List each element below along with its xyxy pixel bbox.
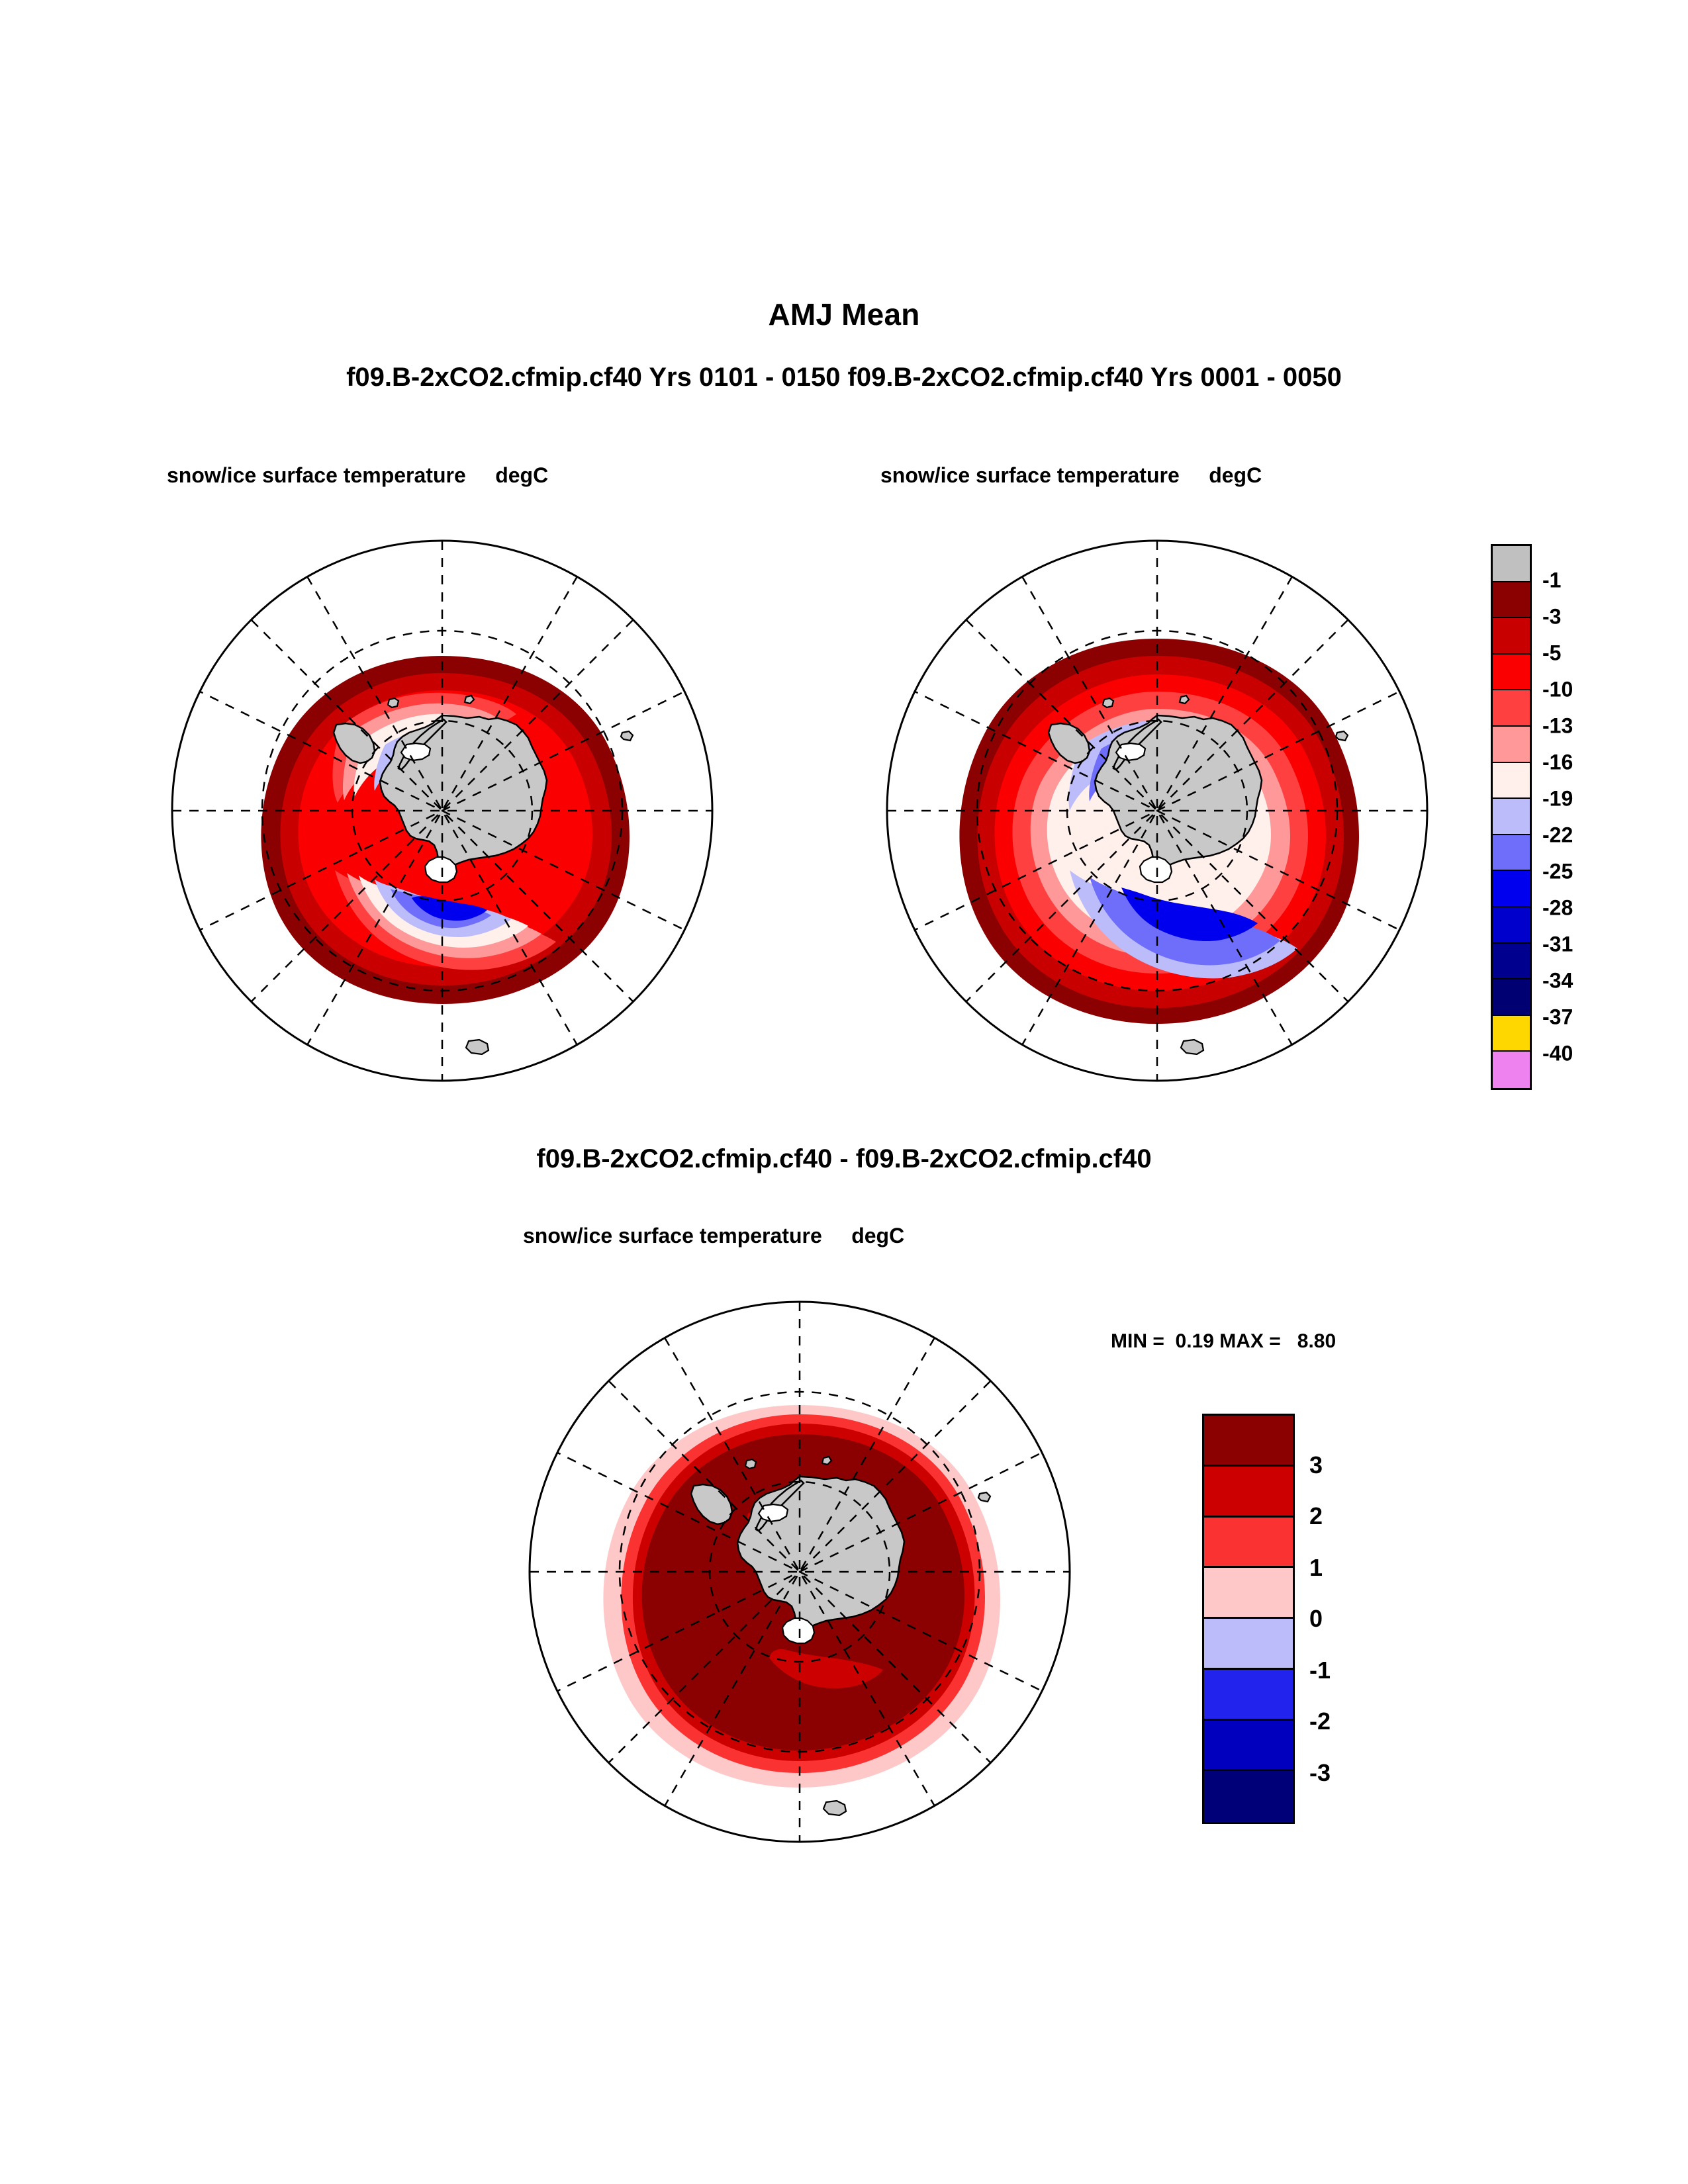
colorbar-band-3 [1493,654,1530,691]
colorbar-tick--2: -2 [1309,1707,1331,1735]
colorbar-band-4 [1493,690,1530,727]
colorbar-tick--13: -13 [1542,713,1573,738]
case-subtitle: f09.B-2xCO2.cfmip.cf40 Yrs 0101 - 0150 f… [346,363,1342,392]
colorbar-band-6 [1204,1720,1293,1772]
colorbar-band-0 [1204,1416,1293,1467]
colorbar-tick--31: -31 [1542,932,1573,956]
colorbar-band-10 [1493,907,1530,944]
colorbar-band-13 [1493,1015,1530,1052]
coastline-fragments-difference [821,1455,992,1817]
colorbar-band-7 [1493,799,1530,835]
colorbar-tick--3: -3 [1542,604,1562,629]
colorbar-tick--1: -1 [1309,1656,1331,1684]
difference-title: f09.B-2xCO2.cfmip.cf40 - f09.B-2xCO2.cfm… [536,1144,1152,1173]
colorbar-tick--37: -37 [1542,1005,1573,1029]
colorbar-band-9 [1493,871,1530,907]
colorbar-band-5 [1493,726,1530,763]
colorbar-band-3 [1204,1568,1293,1619]
colorbar-tick-2: 2 [1309,1502,1323,1529]
panel-label-left: snow/ice surface temperature degC [167,463,549,487]
colorbar-band-1 [1493,582,1530,619]
colorbar-band-1 [1204,1466,1293,1518]
colorbar-band-7 [1204,1771,1293,1822]
map-boundary-case1 [171,539,714,1082]
graticule-meridians-case1 [172,541,712,1081]
colorbar-band-5 [1204,1669,1293,1721]
map-panel-difference[interactable] [502,1287,1098,1856]
polar-map-case1-svg [171,539,714,1082]
graticule-meridians-difference [530,1302,1070,1842]
map-panel-case1[interactable] [144,526,740,1095]
colorbar-band-2 [1493,618,1530,655]
colorbar-band-0 [1493,546,1530,582]
colorbar-tick--40: -40 [1542,1041,1573,1066]
colorbar-tick-0: 0 [1309,1605,1323,1632]
polar-map-case2-svg [886,539,1429,1082]
coastline-fragments-case1 [463,694,634,1056]
colorbar-band-4 [1204,1619,1293,1670]
colorbar-tick--22: -22 [1542,823,1573,847]
panel-label-right: snow/ice surface temperature degC [880,463,1262,487]
colorbar-tick--10: -10 [1542,677,1573,702]
colorbar-difference[interactable] [1202,1414,1295,1824]
colorbar-tick-1: 1 [1309,1553,1323,1581]
map-boundary-case2 [886,539,1429,1082]
colorbar-tick--16: -16 [1542,750,1573,774]
minmax-stats: MIN = 0.19 MAX = 8.80 [1111,1330,1336,1352]
colorbar-band-11 [1493,943,1530,980]
colorbar-tick--25: -25 [1542,859,1573,884]
colorbar-main[interactable] [1491,544,1532,1090]
graticule-meridians-case2 [887,541,1427,1081]
colorbar-tick--3: -3 [1309,1758,1331,1786]
colorbar-tick--34: -34 [1542,968,1573,993]
colorbar-band-8 [1493,835,1530,872]
colorbar-tick--28: -28 [1542,895,1573,920]
colorbar-tick--19: -19 [1542,786,1573,811]
colorbar-difference-labels: 3 2 1 0 -1 -2 -3 [1309,1414,1389,1824]
colorbar-main-labels: -1 -3 -5 -10 -13 -16 -19 -22 -25 -28 -31 -34 -37 -40 [1542,544,1628,1090]
colorbar-band-12 [1493,979,1530,1016]
colorbar-tick-3: 3 [1309,1451,1323,1479]
page-title: AMJ Mean [768,297,920,332]
colorbar-tick--1: -1 [1542,568,1562,592]
colorbar-band-6 [1493,762,1530,799]
map-boundary-difference [528,1300,1071,1843]
coastline-fragments-case2 [1178,694,1349,1056]
map-panel-case2[interactable] [859,526,1455,1095]
colorbar-tick--5: -5 [1542,641,1562,665]
colorbar-band-14 [1493,1052,1530,1088]
colorbar-band-2 [1204,1517,1293,1569]
polar-map-diff-svg [528,1300,1071,1843]
panel-label-diff: snow/ice surface temperature degC [523,1224,905,1248]
